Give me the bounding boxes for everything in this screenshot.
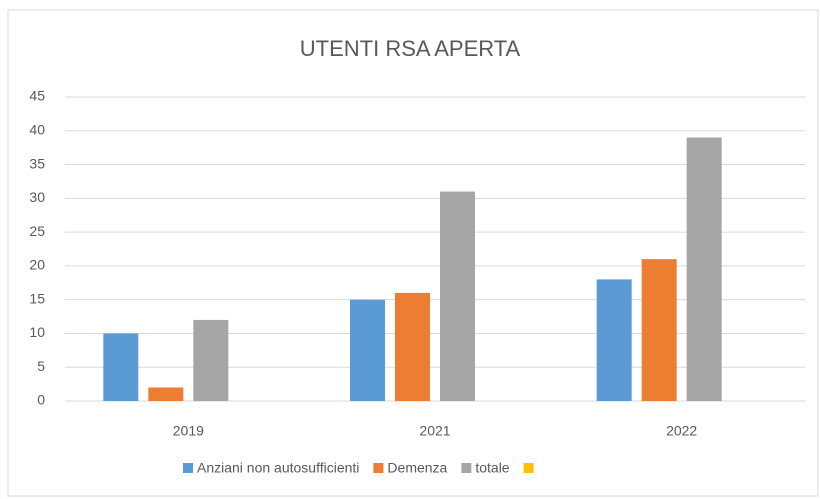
y-tick-label: 20 xyxy=(29,257,45,273)
bar xyxy=(193,319,229,401)
bar xyxy=(103,333,139,401)
x-tick-label: 2021 xyxy=(419,423,450,439)
chart-frame xyxy=(7,9,819,497)
legend-label: Anziani non autosufficienti xyxy=(197,460,359,476)
legend-swatch xyxy=(183,463,193,473)
bar xyxy=(350,299,385,401)
bar xyxy=(686,137,722,402)
y-tick-label: 35 xyxy=(29,155,45,171)
y-tick-label: 45 xyxy=(29,88,45,104)
legend-swatch xyxy=(523,463,534,473)
bar xyxy=(641,259,677,401)
bar xyxy=(440,191,475,401)
x-tick-label: 2022 xyxy=(666,423,697,439)
legend-swatch xyxy=(461,463,472,473)
bar xyxy=(395,292,430,401)
y-tick-label: 30 xyxy=(29,189,45,205)
y-tick-label: 40 xyxy=(29,121,45,137)
y-tick-label: 15 xyxy=(29,290,45,306)
x-tick-label: 2019 xyxy=(173,423,204,439)
y-tick-label: 0 xyxy=(37,392,45,408)
legend-label: Demenza xyxy=(387,460,447,476)
chart-title: UTENTI RSA APERTA xyxy=(300,36,521,61)
y-tick-label: 25 xyxy=(29,223,45,239)
legend-label: totale xyxy=(475,460,509,476)
y-tick-label: 10 xyxy=(29,324,45,340)
y-tick-label: 5 xyxy=(37,358,45,374)
bar xyxy=(148,387,184,401)
legend-swatch xyxy=(373,463,384,473)
bar xyxy=(596,279,632,401)
